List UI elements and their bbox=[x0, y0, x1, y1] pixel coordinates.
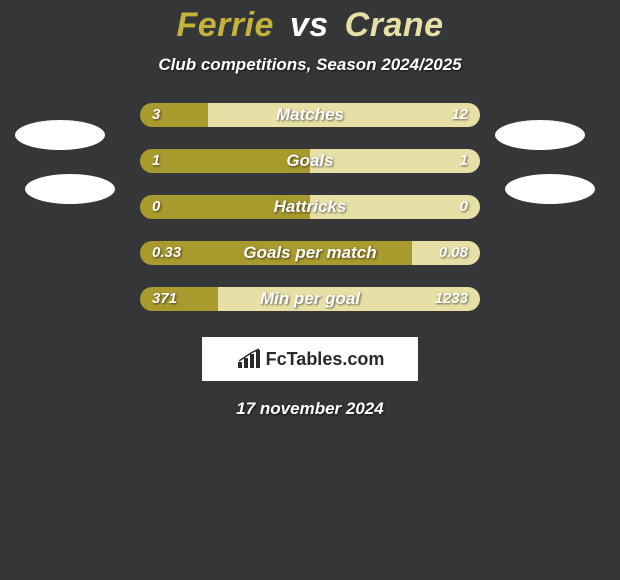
footer-date: 17 november 2024 bbox=[0, 399, 620, 419]
bar-right-fill bbox=[412, 241, 480, 265]
player1-marker bbox=[15, 120, 105, 150]
bar-left-fill bbox=[140, 103, 208, 127]
bar-left-fill bbox=[140, 241, 412, 265]
player2-name: Crane bbox=[345, 6, 444, 44]
bar-chart-icon bbox=[236, 348, 262, 370]
stat-row: Goals11 bbox=[0, 149, 620, 173]
bar-left-fill bbox=[140, 287, 218, 311]
stat-bar: Goals per match0.330.08 bbox=[140, 241, 480, 265]
vs-label: vs bbox=[290, 6, 329, 44]
player1-marker bbox=[25, 174, 115, 204]
bar-right-fill bbox=[218, 287, 480, 311]
stat-bar: Hattricks00 bbox=[140, 195, 480, 219]
player2-marker bbox=[505, 174, 595, 204]
comparison-infographic: Ferrie vs Crane Club competitions, Seaso… bbox=[0, 0, 620, 580]
stat-bar: Matches312 bbox=[140, 103, 480, 127]
stat-row: Goals per match0.330.08 bbox=[0, 241, 620, 265]
bar-left-fill bbox=[140, 149, 310, 173]
subtitle: Club competitions, Season 2024/2025 bbox=[0, 55, 620, 75]
stat-bar: Min per goal3711233 bbox=[140, 287, 480, 311]
bar-right-fill bbox=[208, 103, 480, 127]
page-title: Ferrie vs Crane bbox=[0, 0, 620, 45]
stat-bar: Goals11 bbox=[140, 149, 480, 173]
bar-right-fill bbox=[310, 149, 480, 173]
stat-row: Min per goal3711233 bbox=[0, 287, 620, 311]
bar-left-fill bbox=[140, 195, 310, 219]
brand-box: FcTables.com bbox=[202, 337, 418, 381]
brand-text: FcTables.com bbox=[266, 349, 385, 370]
player1-name: Ferrie bbox=[176, 6, 274, 44]
bar-right-fill bbox=[310, 195, 480, 219]
player2-marker bbox=[495, 120, 585, 150]
